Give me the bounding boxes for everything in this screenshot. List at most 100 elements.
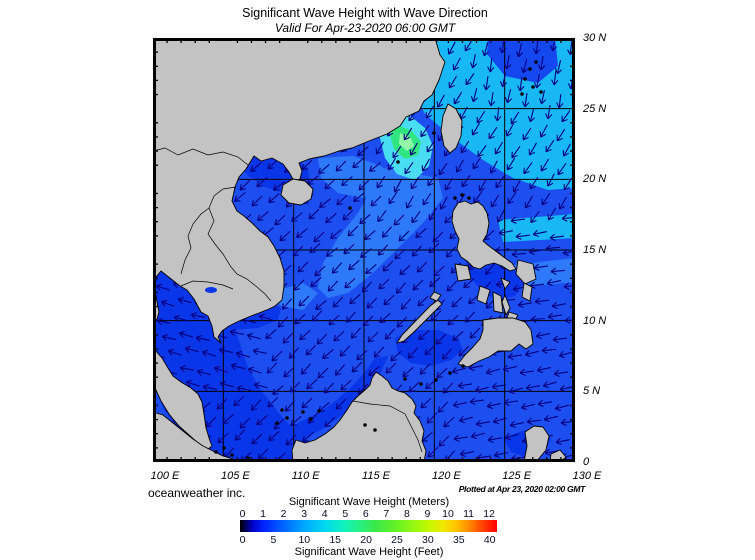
wave-direction-arrow bbox=[546, 278, 561, 287]
wave-direction-arrow bbox=[511, 250, 527, 258]
wave-direction-arrow bbox=[470, 88, 478, 103]
wave-direction-arrow bbox=[395, 282, 407, 294]
wave-direction-arrow bbox=[387, 157, 397, 171]
wave-direction-arrow bbox=[185, 379, 200, 387]
wave-direction-arrow bbox=[299, 329, 311, 341]
wave-direction-arrow bbox=[273, 418, 285, 430]
wave-direction-arrow bbox=[419, 363, 431, 375]
wave-direction-arrow bbox=[196, 368, 211, 376]
wave-direction-arrow bbox=[291, 212, 303, 223]
island-speck bbox=[528, 67, 532, 71]
wave-direction-arrow bbox=[489, 160, 498, 174]
wave-direction-arrow bbox=[428, 242, 440, 254]
wave-direction-arrow bbox=[469, 327, 481, 339]
wave-direction-arrow bbox=[357, 146, 369, 156]
meters-tick: 11 bbox=[463, 508, 474, 520]
island-speck bbox=[461, 364, 465, 368]
wave-direction-arrow bbox=[533, 74, 542, 89]
wave-direction-arrow bbox=[421, 158, 430, 172]
country-borders bbox=[153, 147, 423, 453]
chart-header: Significant Wave Height with Wave Direct… bbox=[154, 6, 576, 35]
wave-direction-arrow bbox=[509, 420, 524, 429]
meters-tick: 6 bbox=[362, 508, 369, 520]
wave-direction-arrow bbox=[437, 401, 449, 413]
legend-feet-ticks: 0 5 10 15 20 25 30 35 40 bbox=[240, 534, 498, 546]
wave-direction-arrow bbox=[178, 330, 193, 338]
wave-direction-arrow bbox=[536, 365, 551, 374]
wave-direction-arrow bbox=[537, 399, 552, 408]
island-speck bbox=[467, 196, 471, 200]
wave-direction-arrow bbox=[400, 298, 412, 310]
wave-direction-arrow bbox=[498, 228, 513, 237]
wave-direction-arrow bbox=[301, 397, 313, 409]
land-cebu bbox=[501, 294, 511, 316]
island-speck bbox=[539, 90, 543, 94]
wave-direction-arrow bbox=[464, 311, 476, 323]
legend-title-meters: Significant Wave Height (Meters) bbox=[288, 496, 450, 508]
wave-direction-arrow bbox=[478, 178, 487, 192]
wave-direction-arrow bbox=[512, 179, 521, 193]
wave-direction-arrow bbox=[551, 301, 566, 310]
meters-tick: 8 bbox=[403, 508, 410, 520]
wave-direction-arrow bbox=[492, 417, 507, 425]
wave-direction-arrow bbox=[519, 368, 535, 376]
wave-direction-arrow bbox=[265, 328, 277, 340]
wave-direction-arrow bbox=[279, 230, 291, 242]
wave-direction-arrow bbox=[445, 246, 457, 258]
wave-direction-arrow bbox=[522, 127, 532, 141]
wave-direction-arrow bbox=[411, 245, 423, 257]
wave-direction-arrow bbox=[472, 156, 482, 170]
wave-direction-arrow bbox=[277, 316, 289, 328]
wave-direction-arrow bbox=[289, 381, 301, 393]
wave-direction-arrow bbox=[428, 207, 437, 221]
wave-direction-arrow bbox=[471, 122, 480, 136]
wave-direction-arrow bbox=[550, 267, 566, 275]
plotted-timestamp: Plotted at Apr 23, 2020 02:00 GMT bbox=[458, 484, 586, 494]
island-speck bbox=[222, 446, 226, 450]
feet-tick: 35 bbox=[452, 534, 465, 546]
wave-direction-arrow bbox=[324, 416, 336, 428]
wave-direction-arrow bbox=[476, 110, 486, 124]
wave-direction-arrow bbox=[424, 344, 436, 356]
wave-direction-arrow bbox=[511, 145, 521, 159]
lake-tonle-sap bbox=[205, 287, 217, 293]
island-speck bbox=[448, 371, 452, 375]
island-speck bbox=[432, 131, 436, 135]
lon-label: 125 E bbox=[502, 470, 532, 482]
wave-direction-arrow bbox=[336, 194, 348, 206]
wave-direction-arrow bbox=[469, 54, 478, 69]
land-mindanao bbox=[457, 317, 534, 368]
wave-direction-arrow bbox=[266, 362, 278, 374]
wave-direction-arrow bbox=[457, 381, 472, 389]
wave-direction-arrow bbox=[444, 177, 454, 191]
feet-tick: 25 bbox=[391, 534, 403, 546]
wave-direction-arrow bbox=[532, 229, 547, 238]
island-speck bbox=[348, 206, 352, 210]
wave-direction-arrow bbox=[494, 141, 504, 155]
land-sulawesi bbox=[523, 425, 550, 462]
wave-direction-arrow bbox=[324, 178, 336, 190]
wave-direction-arrow bbox=[412, 279, 424, 291]
wave-direction-arrow bbox=[313, 231, 325, 243]
wave-direction-arrow bbox=[328, 314, 340, 326]
wave-direction-arrow bbox=[453, 91, 463, 105]
wave-direction-arrow bbox=[161, 333, 176, 342]
lon-label: 100 E bbox=[150, 470, 180, 482]
legend-colorbar bbox=[240, 520, 497, 532]
wave-direction-arrow bbox=[375, 141, 384, 155]
wave-direction-arrow bbox=[538, 56, 546, 71]
wave-direction-arrow bbox=[430, 310, 442, 322]
wave-direction-arrow bbox=[528, 247, 543, 256]
wave-direction-arrow bbox=[325, 247, 338, 257]
wave-direction-arrow bbox=[416, 261, 428, 273]
wave-direction-arrow bbox=[156, 317, 171, 326]
wave-direction-arrow bbox=[464, 38, 474, 52]
wave-direction-arrow bbox=[508, 387, 523, 395]
wave-direction-arrow bbox=[327, 280, 339, 292]
island-speck bbox=[309, 417, 313, 421]
wave-direction-arrow bbox=[460, 140, 470, 154]
wave-direction-arrow bbox=[271, 350, 283, 362]
land-malay-peninsula bbox=[153, 349, 213, 451]
wave-direction-arrow bbox=[534, 297, 550, 305]
